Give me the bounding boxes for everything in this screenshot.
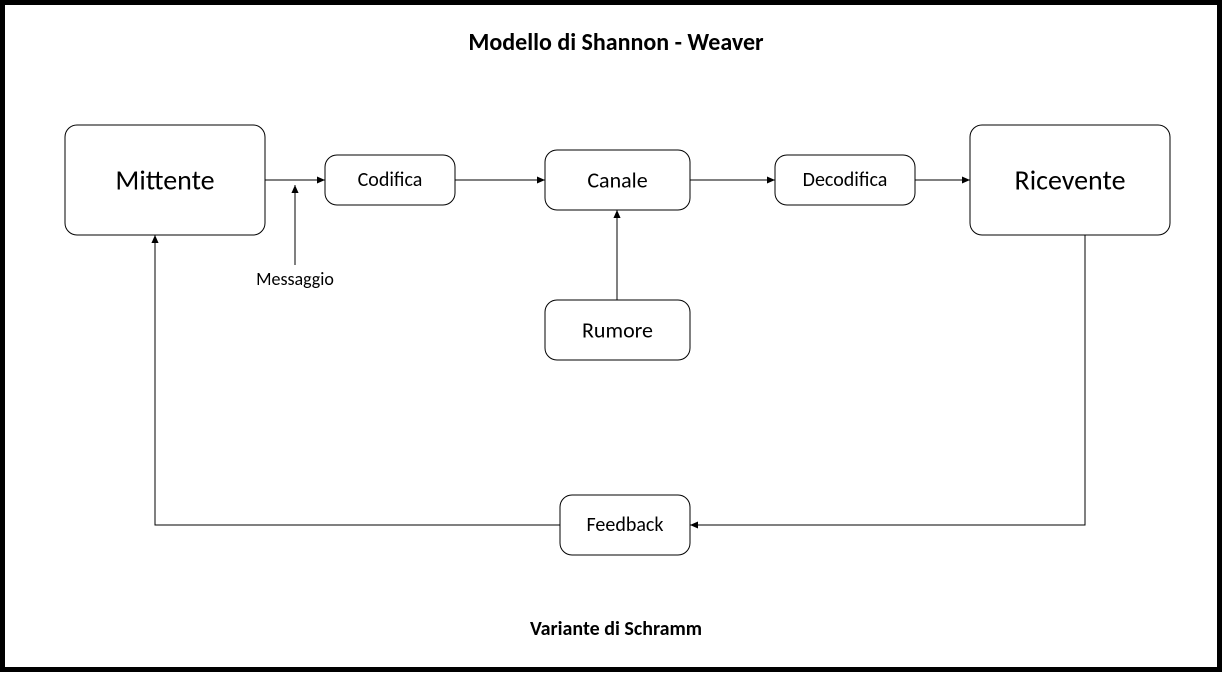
node-decodifica-label: Decodifica <box>803 168 888 192</box>
diagram-subtitle: Variante di Schramm <box>530 617 702 641</box>
node-ricevente-label: Ricevente <box>1014 163 1125 198</box>
node-ricevente: Ricevente <box>970 125 1170 235</box>
node-rumore-label: Rumore <box>582 317 653 344</box>
edge-ricevente-feedback <box>690 235 1085 525</box>
diagram-title: Modello di Shannon - Weaver <box>468 28 764 57</box>
edge-feedback-mittente <box>155 235 560 525</box>
annotation-messaggio-label: Messaggio <box>256 268 334 290</box>
node-codifica-label: Codifica <box>358 168 423 192</box>
diagram-svg: Mittente Codifica Canale Decodifica Ricevent… <box>5 5 1222 677</box>
node-mittente-label: Mittente <box>115 163 214 198</box>
node-canale: Canale <box>545 150 690 210</box>
node-codifica: Codifica <box>325 155 455 205</box>
node-feedback: Feedback <box>560 495 690 555</box>
node-canale-label: Canale <box>587 167 647 194</box>
node-decodifica: Decodifica <box>775 155 915 205</box>
node-rumore: Rumore <box>545 300 690 360</box>
diagram-frame: Mittente Codifica Canale Decodifica Ricevent… <box>0 0 1222 672</box>
node-mittente: Mittente <box>65 125 265 235</box>
node-feedback-label: Feedback <box>587 513 664 537</box>
